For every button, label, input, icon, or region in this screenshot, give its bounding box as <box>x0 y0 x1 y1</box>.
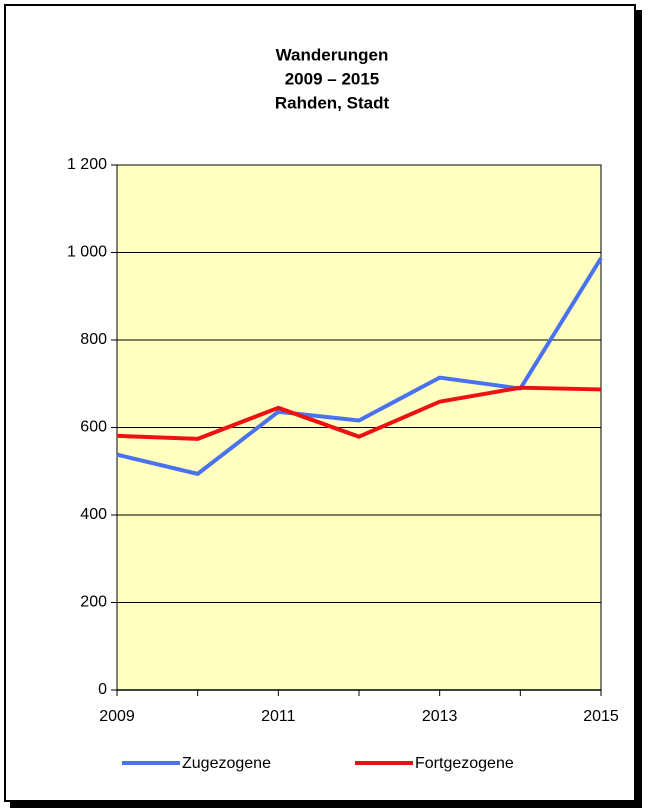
chart-title: 2009 – 2015 <box>285 69 380 88</box>
x-tick-label: 2011 <box>261 708 296 725</box>
y-tick-label: 800 <box>80 331 107 348</box>
y-tick-label: 400 <box>80 506 107 523</box>
x-tick-label: 2015 <box>583 708 619 725</box>
chart-title: Rahden, Stadt <box>275 93 390 112</box>
legend-label: Zugezogene <box>182 755 271 772</box>
series-line <box>116 385 602 441</box>
chart-title: Wanderungen <box>276 45 389 64</box>
y-tick-label: 1 000 <box>67 244 107 261</box>
legend-label: Fortgezogene <box>415 755 514 772</box>
y-tick-label: 0 <box>98 681 107 698</box>
y-tick-label: 600 <box>80 419 107 436</box>
y-tick-label: 1 200 <box>67 156 107 173</box>
x-tick-label: 2013 <box>422 708 458 725</box>
x-tick-label: 2009 <box>99 708 135 725</box>
y-tick-label: 200 <box>80 594 107 611</box>
